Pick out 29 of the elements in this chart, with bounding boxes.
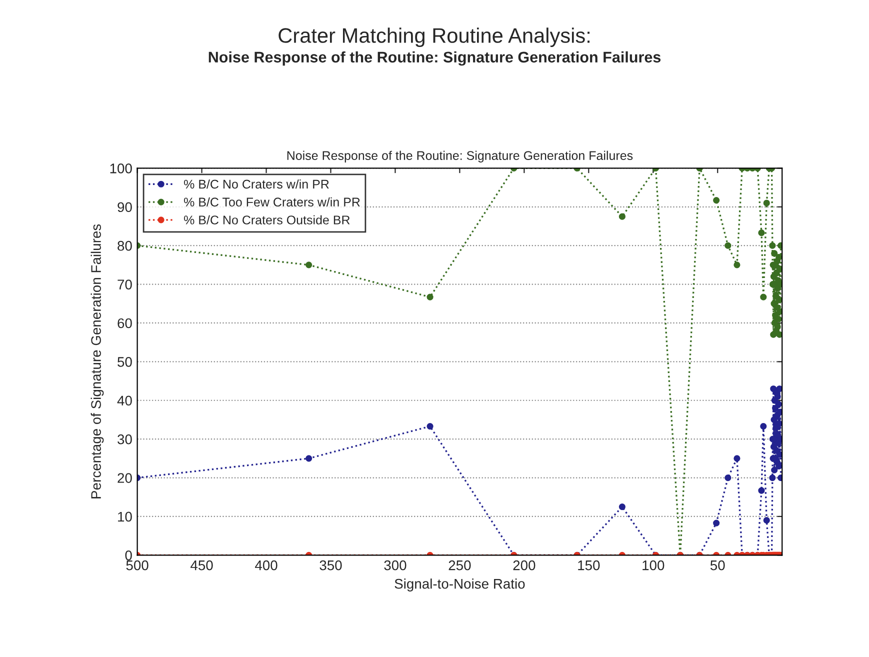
x-tick-label: 200 — [513, 560, 536, 570]
y-tick-label: 50 — [118, 357, 132, 367]
x-tick-label: 150 — [578, 560, 600, 570]
x-tick-label: 100 — [642, 560, 664, 570]
legend-label: % B/C No Craters Outside BR — [184, 215, 350, 224]
y-tick-label: 100 — [110, 164, 132, 174]
chart-title: Crater Matching Routine Analysis: — [278, 28, 590, 48]
text: Noise Response of the Routine: Signature Generation Failures — [287, 150, 633, 162]
y-tick-label: 40 — [117, 396, 132, 406]
y-tick-label: 10 — [118, 512, 132, 522]
chart-subtitle: Noise Response of the Routine: Signature Generation Failures — [208, 51, 661, 66]
y-tick-label: 30 — [118, 434, 132, 444]
y-axis-title: Percentage of Signature Generation Failures — [90, 224, 104, 498]
x-tick-label: 250 — [448, 560, 471, 570]
x-tick-label: 50 — [710, 560, 725, 570]
x-tick-label: 500 — [126, 560, 148, 570]
x-tick-label: 300 — [384, 560, 406, 570]
y-tick-label: 20 — [118, 473, 132, 483]
y-tick-label: 80 — [118, 240, 132, 251]
y-tick-label: 70 — [118, 280, 132, 290]
x-tick-label: 450 — [190, 560, 213, 570]
x-tick-label: 400 — [254, 560, 278, 570]
x-tick-label: 350 — [320, 560, 342, 570]
x-axis-title: Signal-to-Noise Ratio — [394, 578, 525, 592]
legend-label: % B/C No Craters w/in PR — [184, 179, 329, 189]
y-tick-label: 60 — [118, 318, 132, 328]
y-tick-label: 0 — [125, 550, 132, 560]
y-tick-label: 90 — [118, 202, 132, 212]
legend-label: % B/C Too Few Craters w/in PR — [184, 197, 360, 207]
